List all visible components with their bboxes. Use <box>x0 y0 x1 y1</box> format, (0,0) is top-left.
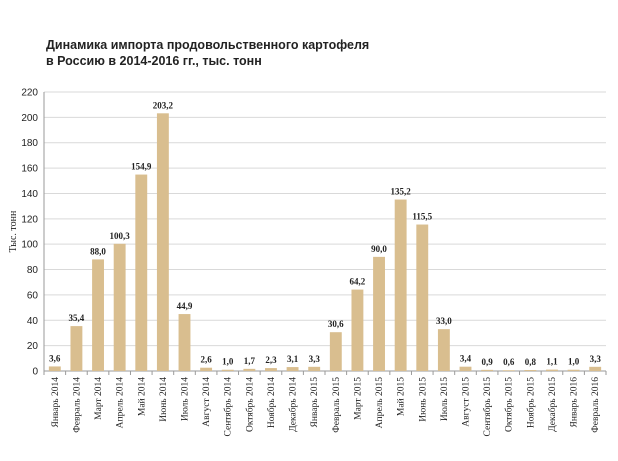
x-tick-label: Ноябрь 2014 <box>266 377 277 428</box>
data-label: 1,0 <box>222 357 234 367</box>
data-label: 33,0 <box>436 316 452 326</box>
data-label: 3,6 <box>49 353 61 363</box>
x-tick-label: Ноябрь 2015 <box>525 377 536 428</box>
bar <box>437 329 450 371</box>
chart-title: Динамика импорта продовольственного карт… <box>46 37 369 69</box>
data-label: 2,3 <box>265 355 277 365</box>
x-tick-label: Май 2015 <box>396 377 407 416</box>
x-tick-label: Январь 2015 <box>310 377 320 428</box>
x-tick-label: Декабрь 2015 <box>547 377 558 432</box>
data-label: 0,8 <box>525 357 537 367</box>
bar <box>502 370 515 371</box>
bar <box>243 368 256 371</box>
y-axis-label: Тыс. тонн <box>8 210 19 252</box>
bar <box>459 366 472 371</box>
bar <box>416 224 429 371</box>
bar <box>351 289 364 371</box>
data-label: 30,6 <box>328 319 344 329</box>
x-tick-label: Апрель 2015 <box>375 377 385 429</box>
y-tick-label: 120 <box>21 214 38 225</box>
x-tick-label: Август 2015 <box>462 377 472 427</box>
chart-title-line2: в Россию в 2014-2016 гг., тыс. тонн <box>46 54 262 68</box>
data-label: 1,7 <box>244 356 256 366</box>
bar <box>589 366 602 371</box>
bar <box>373 256 385 371</box>
x-tick-label: Январь 2016 <box>570 377 580 428</box>
data-label: 0,6 <box>503 357 515 367</box>
y-tick-label: 200 <box>21 113 38 124</box>
x-tick-label: Июнь 2015 <box>418 377 428 422</box>
y-tick-label: 220 <box>21 88 38 99</box>
x-tick-label: Май 2014 <box>136 377 147 416</box>
x-tick-label: Август 2014 <box>202 377 212 427</box>
bar <box>113 243 126 371</box>
x-tick-label: Июнь 2014 <box>159 377 169 422</box>
x-tick-label: Февраль 2014 <box>72 377 82 433</box>
data-label: 1,0 <box>568 357 580 367</box>
y-tick-label: 80 <box>27 265 39 276</box>
y-tick-label: 140 <box>21 189 38 200</box>
bar <box>178 314 191 371</box>
x-tick-label: Март 2014 <box>94 377 104 420</box>
x-tick-label: Сентябрь 2014 <box>223 377 234 437</box>
data-label: 35,4 <box>69 313 85 323</box>
bar <box>481 369 494 371</box>
data-label: 203,2 <box>153 100 174 110</box>
bar <box>567 369 580 371</box>
data-label: 1,1 <box>546 357 558 367</box>
bar <box>200 367 213 371</box>
data-label: 115,5 <box>412 212 432 222</box>
data-label: 3,4 <box>460 354 472 364</box>
data-label: 100,3 <box>110 231 131 241</box>
bar <box>156 113 169 372</box>
y-tick-label: 40 <box>27 316 39 327</box>
data-label: 2,6 <box>200 355 212 365</box>
data-label: 90,0 <box>371 244 387 254</box>
bar <box>48 366 61 371</box>
bar <box>221 369 234 371</box>
x-tick-label: Октябрь 2015 <box>504 377 515 432</box>
x-tick-label: Декабрь 2014 <box>288 377 299 432</box>
y-tick-label: 0 <box>32 367 38 378</box>
y-tick-label: 60 <box>27 290 39 301</box>
bar <box>92 259 104 371</box>
y-tick-label: 100 <box>21 240 38 251</box>
y-tick-label: 160 <box>21 164 38 175</box>
bar <box>329 332 342 371</box>
bar <box>546 369 558 371</box>
data-label: 3,3 <box>590 354 602 364</box>
bar <box>308 366 321 371</box>
bar <box>265 368 277 371</box>
x-tick-label: Февраль 2016 <box>591 377 601 433</box>
data-label: 44,9 <box>177 301 193 311</box>
bar <box>524 369 537 371</box>
data-label: 88,0 <box>90 246 106 256</box>
data-label: 135,2 <box>391 187 412 197</box>
x-tick-label: Март 2015 <box>353 377 363 420</box>
y-tick-label: 180 <box>21 138 38 149</box>
data-label: 64,2 <box>350 277 366 287</box>
x-tick-label: Октябрь 2014 <box>244 377 255 432</box>
data-label: 3,1 <box>287 354 299 364</box>
x-tick-label: Июль 2015 <box>440 377 450 421</box>
bar <box>394 199 407 371</box>
x-tick-label: Сентябрь 2015 <box>482 377 493 437</box>
y-tick-label: 20 <box>27 341 39 352</box>
bar <box>135 174 148 371</box>
bar <box>286 367 299 371</box>
bar <box>70 326 83 371</box>
x-tick-label: Апрель 2014 <box>116 377 126 429</box>
data-label: 3,3 <box>309 354 321 364</box>
data-label: 154,9 <box>131 162 152 172</box>
x-tick-label: Февраль 2015 <box>332 377 342 433</box>
chart-title-line1: Динамика импорта продовольственного карт… <box>46 38 370 52</box>
x-tick-label: Июль 2014 <box>181 377 191 421</box>
x-tick-label: Январь 2014 <box>51 377 61 428</box>
data-label: 0,9 <box>481 357 493 367</box>
